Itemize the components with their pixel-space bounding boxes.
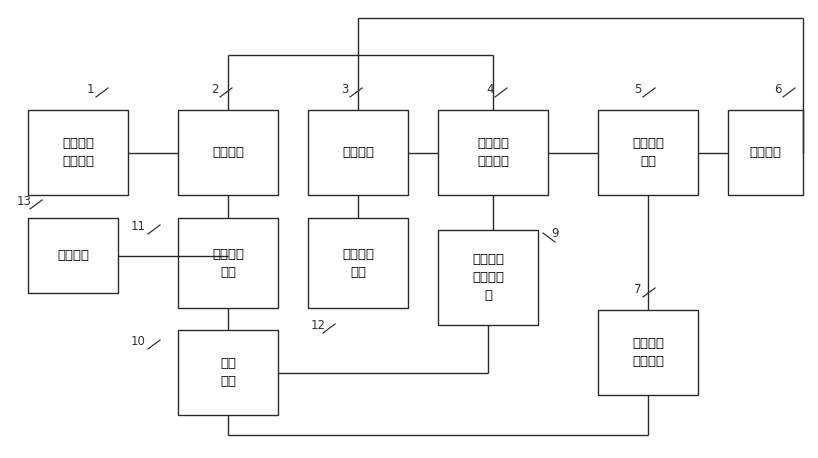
Bar: [308, 218, 408, 308]
Text: 启动装置: 启动装置: [212, 146, 244, 159]
Text: 3: 3: [341, 83, 348, 96]
Text: 电脑
主机: 电脑 主机: [220, 357, 236, 388]
Text: 电脑待机
电源: 电脑待机 电源: [342, 247, 374, 278]
Text: 电源控制
保护装置: 电源控制 保护装置: [62, 137, 94, 168]
Text: 工作信号
输入装置: 工作信号 输入装置: [632, 337, 664, 368]
Bar: [178, 330, 278, 415]
Text: 10: 10: [131, 335, 146, 348]
Bar: [178, 218, 278, 308]
Text: 13: 13: [16, 195, 31, 208]
Text: 11: 11: [131, 220, 146, 233]
Bar: [308, 110, 408, 195]
Bar: [598, 310, 698, 395]
Bar: [438, 230, 538, 325]
Bar: [438, 110, 548, 195]
Text: 7: 7: [634, 283, 642, 296]
Text: 6: 6: [775, 83, 782, 96]
Bar: [28, 110, 128, 195]
Text: 信号放大
装置: 信号放大 装置: [632, 137, 664, 168]
Text: 外部设备: 外部设备: [57, 249, 89, 262]
Text: 软开机信
号输出装
置: 软开机信 号输出装 置: [472, 253, 504, 302]
Text: 控制装置: 控制装置: [749, 146, 781, 159]
Text: 9: 9: [551, 227, 559, 240]
Bar: [598, 110, 698, 195]
Text: 12: 12: [311, 319, 326, 332]
Text: 电脑主机
电源: 电脑主机 电源: [212, 247, 244, 278]
Bar: [28, 218, 118, 293]
Text: 2: 2: [211, 83, 218, 96]
Text: 控制电源: 控制电源: [342, 146, 374, 159]
Text: 4: 4: [486, 83, 494, 96]
Bar: [728, 110, 803, 195]
Bar: [178, 110, 278, 195]
Text: 5: 5: [634, 83, 641, 96]
Text: 1: 1: [86, 83, 94, 96]
Text: 信号延时
输出装置: 信号延时 输出装置: [477, 137, 509, 168]
